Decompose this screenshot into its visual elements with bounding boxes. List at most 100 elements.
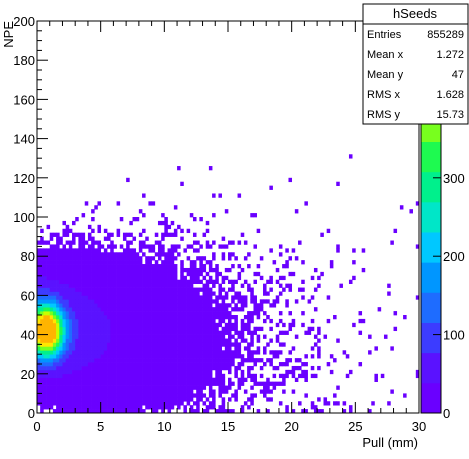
- heatmap-cell: [317, 346, 321, 351]
- heatmap-cell: [291, 322, 296, 328]
- heatmap-cell: [221, 350, 226, 355]
- heatmap-cell: [237, 346, 242, 351]
- heatmap-cell: [56, 264, 60, 269]
- heatmap-cell: [56, 342, 60, 347]
- heatmap-cell: [164, 342, 168, 347]
- heatmap-cell: [202, 299, 207, 304]
- heatmap-cell: [282, 330, 286, 335]
- heatmap-cell: [65, 373, 70, 379]
- heatmap-cell: [161, 405, 165, 410]
- heatmap-cell: [75, 405, 79, 410]
- heatmap-cell: [221, 381, 226, 386]
- heatmap-cell: [52, 365, 57, 371]
- heatmap-cell: [100, 401, 105, 406]
- heatmap-cell: [167, 315, 172, 320]
- heatmap-cell: [126, 307, 130, 312]
- heatmap-cell: [138, 275, 143, 281]
- heatmap-cell: [119, 350, 124, 355]
- heatmap-cell: [52, 307, 57, 312]
- heatmap-cell: [75, 401, 79, 406]
- heatmap-cell: [122, 322, 127, 328]
- heatmap-cell: [161, 381, 165, 386]
- heatmap-cell: [142, 338, 146, 343]
- heatmap-cell: [62, 291, 66, 296]
- heatmap-cell: [122, 373, 127, 379]
- heatmap-cell: [56, 279, 60, 284]
- heatmap-cell: [263, 318, 267, 324]
- heatmap-cell: [52, 342, 57, 347]
- heatmap-cell: [212, 299, 216, 304]
- heatmap-cell: [154, 271, 159, 277]
- heatmap-cell: [259, 303, 264, 308]
- heatmap-cell: [59, 315, 63, 320]
- heatmap-cell: [243, 346, 248, 351]
- heatmap-cell: [65, 287, 70, 292]
- heatmap-cell: [221, 256, 226, 261]
- heatmap-cell: [192, 299, 197, 304]
- heatmap-cell: [224, 291, 229, 296]
- heatmap-cell: [161, 213, 165, 218]
- heatmap-cell: [170, 311, 175, 316]
- heatmap-cell: [212, 342, 216, 347]
- heatmap-cell: [208, 275, 213, 281]
- heatmap-cell: [250, 354, 254, 359]
- heatmap-cell: [75, 397, 79, 402]
- heatmap-cell: [116, 291, 121, 296]
- heatmap-cell: [49, 311, 54, 316]
- heatmap-cell: [78, 307, 82, 312]
- heatmap-cell: [154, 260, 159, 265]
- heatmap-cell: [208, 260, 213, 265]
- heatmap-cell: [231, 393, 235, 398]
- heatmap-cell: [247, 283, 251, 288]
- heatmap-cell: [43, 397, 47, 402]
- heatmap-cell: [135, 326, 140, 332]
- heatmap-cell: [256, 409, 261, 414]
- heatmap-cell: [192, 260, 197, 265]
- heatmap-cell: [145, 295, 149, 300]
- heatmap-cell: [43, 267, 47, 273]
- heatmap-cell: [189, 279, 194, 284]
- heatmap-cell: [113, 260, 117, 265]
- heatmap-cell: [288, 283, 293, 288]
- heatmap-cell: [250, 330, 254, 335]
- heatmap-cell: [275, 279, 280, 284]
- heatmap-cell: [228, 326, 232, 332]
- heatmap-cell: [218, 354, 222, 359]
- heatmap-cell: [199, 373, 203, 379]
- heatmap-cell: [263, 311, 267, 316]
- heatmap-cell: [167, 362, 172, 367]
- heatmap-cell: [234, 279, 238, 284]
- heatmap-cell: [243, 315, 248, 320]
- heatmap-cell: [228, 346, 232, 351]
- heatmap-cell: [78, 365, 82, 371]
- heatmap-cell: [46, 252, 51, 257]
- palette-swatch: [421, 352, 441, 384]
- heatmap-cell: [59, 334, 63, 339]
- heatmap-cell: [107, 358, 111, 363]
- heatmap-cell: [65, 393, 70, 398]
- heatmap-cell: [40, 405, 44, 410]
- heatmap-cell: [81, 358, 86, 363]
- heatmap-cell: [151, 256, 156, 261]
- heatmap-cell: [151, 401, 156, 406]
- heatmap-cell: [68, 318, 73, 324]
- heatmap-cell: [52, 264, 57, 269]
- heatmap-cell: [154, 299, 159, 304]
- heatmap-cell: [301, 260, 305, 265]
- heatmap-cell: [43, 401, 47, 406]
- heatmap-cell: [224, 354, 229, 359]
- heatmap-cell: [186, 393, 191, 398]
- heatmap-cell: [87, 315, 92, 320]
- heatmap-cell: [142, 307, 146, 312]
- heatmap-cell: [157, 342, 162, 347]
- heatmap-cell: [91, 236, 95, 241]
- heatmap-cell: [148, 248, 152, 253]
- heatmap-cell: [161, 362, 165, 367]
- heatmap-cell: [119, 287, 124, 292]
- heatmap-cell: [132, 217, 137, 222]
- heatmap-cell: [52, 318, 57, 324]
- heatmap-cell: [122, 299, 127, 304]
- heatmap-cell: [97, 409, 102, 414]
- heatmap-cell: [110, 244, 114, 249]
- heatmap-cell: [110, 303, 114, 308]
